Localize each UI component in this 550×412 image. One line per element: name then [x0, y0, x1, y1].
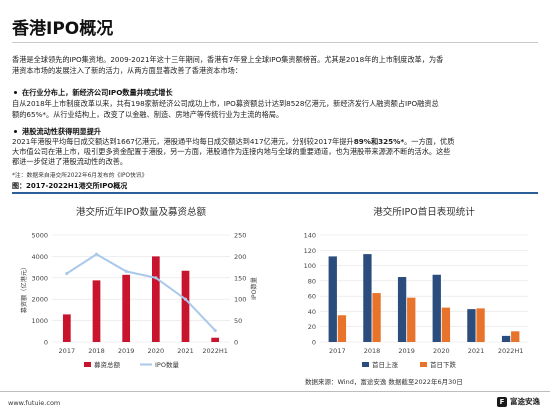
bar — [476, 308, 485, 342]
bullet-icon — [14, 91, 17, 94]
x-tick-label: 2021 — [468, 347, 485, 355]
y-tick-label: 60 — [308, 293, 316, 301]
bar — [501, 335, 511, 342]
ipo-volume-chart: 港交所近年IPO数量及募资总额 0 1000 2000 3000 4000 5000 0 50 1… — [20, 206, 258, 369]
point2-line-1: 2021年港股平均每日成交额达到1667亿港元，港股通平均每日成交额达到417亿… — [12, 137, 454, 148]
bar — [432, 274, 441, 342]
line-point — [213, 328, 217, 333]
y-tick-label: 4000 — [31, 253, 48, 261]
bar — [151, 256, 160, 342]
figure-caption: 图：2017-2022H1港交所IPO概况 — [12, 182, 128, 190]
footer-divider — [0, 391, 550, 392]
legend-swatch-bar — [362, 362, 369, 367]
bar — [363, 254, 372, 342]
chart-title: 港交所近年IPO数量及募资总额 — [76, 206, 207, 218]
y2-tick-label: 200 — [234, 253, 246, 261]
legend-label: IPO数量 — [155, 360, 179, 369]
point2-line-2: 大市值公司在港上市，吸引更多资金配置于港股，另一方面，港股通作为连接内地与全球的… — [12, 147, 451, 156]
y-tick-label: 20 — [308, 323, 316, 331]
bar — [211, 337, 220, 342]
brand-logo: F 富途安逸 — [497, 396, 540, 407]
intro-line-2: 港资本市场的发展注入了新的活力，从两方面显著改善了香港资本市场： — [12, 66, 243, 75]
y2-tick-label: 150 — [234, 274, 246, 282]
y-tick-label: 140 — [304, 232, 316, 240]
title-divider — [12, 42, 538, 43]
y2-tick-label: 100 — [234, 296, 246, 304]
first-day-performance-chart: 港交所IPO首日表现统计 0 20 40 60 80 100 120 140 2017 2018 20… — [304, 206, 528, 369]
x-tick-label: 2017 — [59, 347, 76, 355]
point2-line-1-c: 。一方面，优质 — [404, 137, 455, 146]
point2-heading-text: 港股流动性获得明显提升 — [22, 127, 102, 136]
y-tick-label: 0 — [44, 339, 48, 347]
x-tick-label: 2020 — [148, 347, 165, 355]
legend-label: 首日下跌 — [430, 360, 457, 369]
x-tick-label: 2022H1 — [202, 347, 228, 355]
series-line — [66, 253, 216, 332]
bar — [441, 307, 451, 342]
legend-swatch-bar — [84, 362, 91, 367]
y-tick-label: 120 — [304, 247, 316, 255]
y-tick-label: 3000 — [31, 274, 48, 282]
line-point — [94, 252, 99, 256]
x-tick-label: 2018 — [364, 347, 381, 355]
bar — [511, 331, 520, 342]
page-title: 香港IPO概况 — [12, 19, 114, 39]
legend-swatch-bar — [420, 362, 427, 367]
y2-tick-label: 50 — [234, 317, 242, 325]
point1-heading: 在行业分布上，新经济公司IPO数量井喷式增长 — [12, 88, 173, 98]
bar — [122, 274, 131, 342]
x-tick-label: 2018 — [88, 347, 105, 355]
bar — [181, 270, 190, 342]
bar — [372, 293, 381, 342]
y-tick-label: 2000 — [31, 296, 48, 304]
bullet-icon — [14, 130, 17, 133]
point1-line-1: 自从2018年上市制度改革以来，共有198家新经济公司成功上市，IPO募资额总计… — [12, 99, 439, 108]
line-point — [124, 269, 128, 273]
y-tick-label: 1000 — [31, 317, 48, 325]
line-point — [65, 271, 69, 276]
point1-heading-text: 在行业分布上，新经济公司IPO数量井喷式增长 — [22, 88, 173, 97]
x-tick-label: 2019 — [398, 347, 415, 355]
data-source: 数据来源：Wind，富途安逸 数据截至2022年6月30日 — [305, 378, 463, 386]
logo-text: 富途安逸 — [510, 397, 540, 406]
y2-tick-label: 0 — [234, 339, 238, 347]
chart-title: 港交所IPO首日表现统计 — [373, 206, 475, 218]
y-tick-label: 5000 — [31, 232, 48, 240]
bar — [337, 315, 347, 342]
point1-line-2: 额的65%*。从行业结构上，改变了以金融、制造、房地产等传统行业为主流的格局。 — [12, 110, 284, 119]
x-tick-label: 2019 — [118, 347, 135, 355]
y2-axis-label: IPO数量 — [250, 277, 258, 300]
legend-label: 募资总额 — [94, 360, 121, 369]
y-tick-label: 0 — [312, 339, 316, 347]
bar — [92, 280, 101, 342]
y-axis-label: 募资额（亿港元） — [20, 264, 28, 314]
point2-line-3: 都进一步促进了港股流动性的改善。 — [12, 157, 128, 166]
point2-highlight: 89%和325%* — [353, 137, 405, 146]
y-tick-label: 40 — [308, 308, 316, 316]
x-tick-label: 2017 — [329, 347, 346, 355]
x-tick-label: 2022H1 — [498, 347, 524, 355]
line-point — [183, 297, 188, 301]
footnote: *注：数据来自港交所2022年6月发布的《IPO快讯》 — [12, 173, 148, 179]
footer-url[interactable]: www.futuie.com — [8, 399, 61, 407]
line-point — [154, 276, 158, 280]
legend-label: 首日上涨 — [372, 360, 399, 369]
y-tick-label: 80 — [308, 277, 316, 285]
x-tick-label: 2020 — [433, 347, 450, 355]
bar — [467, 309, 476, 342]
bar — [328, 256, 337, 342]
caption-bar — [12, 192, 538, 194]
bar — [62, 314, 71, 342]
x-tick-label: 2021 — [177, 347, 194, 355]
point2-heading: 港股流动性获得明显提升 — [12, 127, 101, 137]
logo-icon: F — [497, 397, 507, 407]
point2-line-1-a: 2021年港股平均每日成交额达到1667亿港元，港股通平均每日成交额达到417亿… — [12, 137, 354, 146]
y2-tick-label: 250 — [234, 232, 246, 240]
bar — [397, 277, 407, 342]
y-tick-label: 100 — [304, 262, 316, 270]
bar — [407, 297, 416, 342]
intro-line-1: 香港是全球领先的IPO集资地。2009-2021年这十三年期间，香港有7年登上全… — [12, 55, 444, 64]
